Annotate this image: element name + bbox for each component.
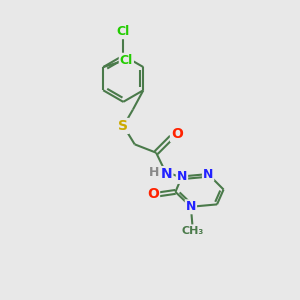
Text: Cl: Cl [117,25,130,38]
Text: CH₃: CH₃ [181,226,203,236]
Text: O: O [147,187,159,201]
Text: H: H [149,167,159,179]
Text: N: N [203,168,213,181]
Text: Cl: Cl [120,54,133,67]
Text: N: N [161,167,172,181]
Text: N: N [186,200,196,213]
Text: N: N [177,170,187,183]
Text: O: O [171,127,183,141]
Text: S: S [118,119,128,133]
